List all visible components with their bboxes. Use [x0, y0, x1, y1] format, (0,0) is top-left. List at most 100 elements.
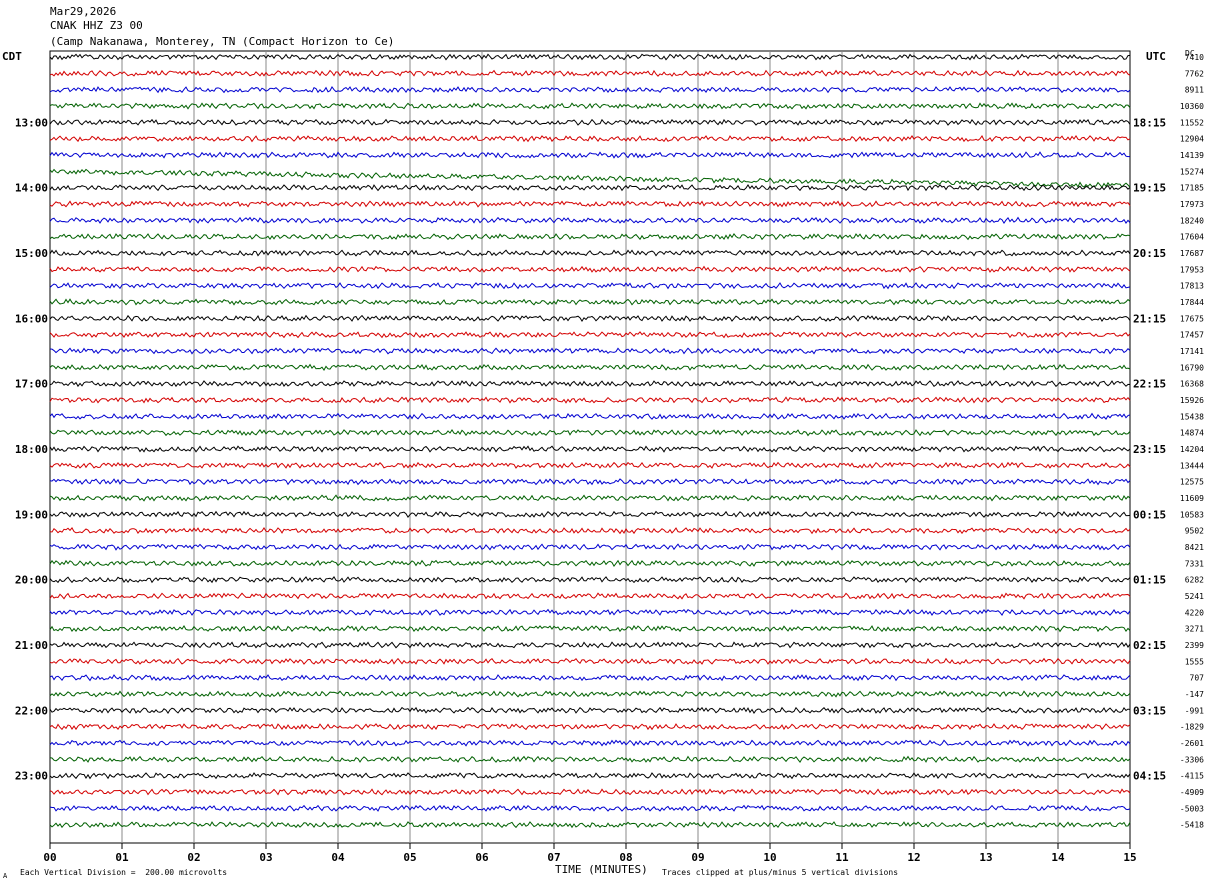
seismic-trace: [49, 363, 1131, 371]
seismic-trace: [49, 134, 1131, 143]
utc-time-label: 03:15: [1133, 704, 1166, 717]
dc-offset-label: -1829: [1180, 723, 1204, 732]
utc-time-label: 23:15: [1133, 443, 1166, 456]
dc-offset-label: 16790: [1180, 363, 1204, 372]
seismic-trace: [49, 461, 1131, 469]
x-tick-label: 06: [475, 851, 489, 864]
dc-offset-label: 15438: [1180, 412, 1204, 421]
scale-note: Each Vertical Division = 200.00 microvol…: [20, 868, 228, 877]
cdt-time-label: 21:00: [15, 639, 48, 652]
x-tick-label: 07: [547, 851, 560, 864]
x-tick-label: 13: [979, 851, 992, 864]
seismic-trace: [49, 184, 1131, 192]
dc-offset-label: 7331: [1185, 559, 1204, 568]
seismic-trace: [49, 478, 1131, 486]
cdt-time-label: 17:00: [15, 378, 48, 391]
x-tick-label: 00: [43, 851, 56, 864]
dc-offset-label: 17813: [1180, 282, 1204, 291]
x-tick-label: 11: [835, 851, 849, 864]
left-axis-title: CDT: [2, 50, 22, 63]
seismic-trace: [49, 347, 1131, 355]
dc-offset-label: 18240: [1180, 216, 1204, 225]
dc-offset-label: 10583: [1180, 510, 1204, 519]
dc-offset-label: 11609: [1180, 494, 1204, 503]
x-tick-label: 02: [187, 851, 200, 864]
dc-offset-label: 4220: [1185, 608, 1204, 617]
utc-time-label: 18:15: [1133, 116, 1166, 129]
seismic-trace: [49, 249, 1131, 257]
dc-offset-label: -4115: [1180, 772, 1204, 781]
dc-offset-label: 707: [1190, 674, 1205, 683]
dc-offset-label: 11552: [1180, 118, 1204, 127]
seismic-trace: [49, 265, 1131, 273]
cdt-time-label: 18:00: [15, 443, 48, 456]
dc-offset-label: 12904: [1180, 135, 1204, 144]
seismic-trace: [49, 331, 1131, 339]
x-tick-label: 09: [691, 851, 704, 864]
seismic-trace: [49, 608, 1131, 617]
dc-offset-label: 8911: [1185, 86, 1204, 95]
seismic-trace: [49, 151, 1131, 159]
station-location: (Camp Nakanawa, Monterey, TN (Compact Ho…: [50, 35, 395, 48]
x-tick-label: 14: [1051, 851, 1065, 864]
dc-offset-label: 12575: [1180, 478, 1204, 487]
seismic-trace: [49, 396, 1131, 404]
utc-time-label: 21:15: [1133, 312, 1166, 325]
dc-offset-label: 17185: [1180, 184, 1204, 193]
dc-offset-label: 1555: [1185, 657, 1204, 666]
dc-offset-label: 7762: [1185, 69, 1204, 78]
seismic-trace: [49, 118, 1131, 126]
dc-offset-label: 6282: [1185, 576, 1204, 585]
seismic-trace: [49, 510, 1131, 519]
utc-time-label: 04:15: [1133, 770, 1166, 783]
seismic-trace: [49, 445, 1131, 453]
dc-offset-label: 16368: [1180, 380, 1204, 389]
utc-time-label: 02:15: [1133, 639, 1166, 652]
seismic-trace: [49, 102, 1131, 110]
dc-column-title: DC: [1185, 49, 1195, 58]
dc-offset-label: 14139: [1180, 151, 1204, 160]
dc-offset-label: 3271: [1185, 625, 1204, 634]
cdt-time-label: 22:00: [15, 704, 48, 717]
station-code: CNAK HHZ Z3 00: [50, 19, 143, 32]
dc-offset-label: -147: [1185, 690, 1204, 699]
clip-note: Traces clipped at plus/minus 5 vertical …: [662, 868, 899, 877]
utc-time-label: 19:15: [1133, 182, 1166, 195]
seismic-trace: [49, 168, 1131, 189]
utc-time-label: 00:15: [1133, 508, 1166, 521]
seismic-trace: [49, 625, 1131, 633]
dc-offset-label: 17953: [1180, 265, 1204, 274]
dc-offset-label: -3306: [1180, 755, 1204, 764]
x-tick-label: 04: [331, 851, 345, 864]
seismic-trace: [49, 755, 1131, 763]
x-tick-label: 15: [1123, 851, 1136, 864]
x-tick-label: 05: [403, 851, 416, 864]
cdt-time-label: 16:00: [15, 312, 48, 325]
dc-offset-label: 8421: [1185, 543, 1204, 552]
dc-offset-label: -5003: [1180, 804, 1204, 813]
seismic-trace: [49, 772, 1131, 780]
seismic-trace: [49, 804, 1131, 812]
cdt-time-label: 15:00: [15, 247, 48, 260]
seismic-trace: [49, 200, 1131, 208]
seismic-trace: [49, 429, 1131, 437]
dc-offset-label: 17675: [1180, 314, 1204, 323]
cdt-time-label: 19:00: [15, 508, 48, 521]
seismic-trace: [49, 657, 1131, 665]
seismic-trace: [49, 576, 1131, 584]
dc-offset-label: 17457: [1180, 331, 1204, 340]
x-tick-label: 12: [907, 851, 920, 864]
utc-time-label: 20:15: [1133, 247, 1166, 260]
x-tick-label: 08: [619, 851, 632, 864]
seismic-trace: [49, 412, 1131, 420]
seismic-trace: [49, 282, 1131, 290]
dc-offset-label: 17141: [1180, 347, 1204, 356]
seismic-trace: [49, 69, 1131, 77]
dc-offset-label: 10360: [1180, 102, 1204, 111]
plot-date: Mar29,2026: [50, 5, 117, 18]
seismic-trace: [49, 233, 1131, 241]
right-axis-title: UTC: [1146, 50, 1166, 63]
seismic-trace: [49, 788, 1131, 796]
utc-time-label: 22:15: [1133, 378, 1166, 391]
seismic-trace: [49, 592, 1131, 600]
